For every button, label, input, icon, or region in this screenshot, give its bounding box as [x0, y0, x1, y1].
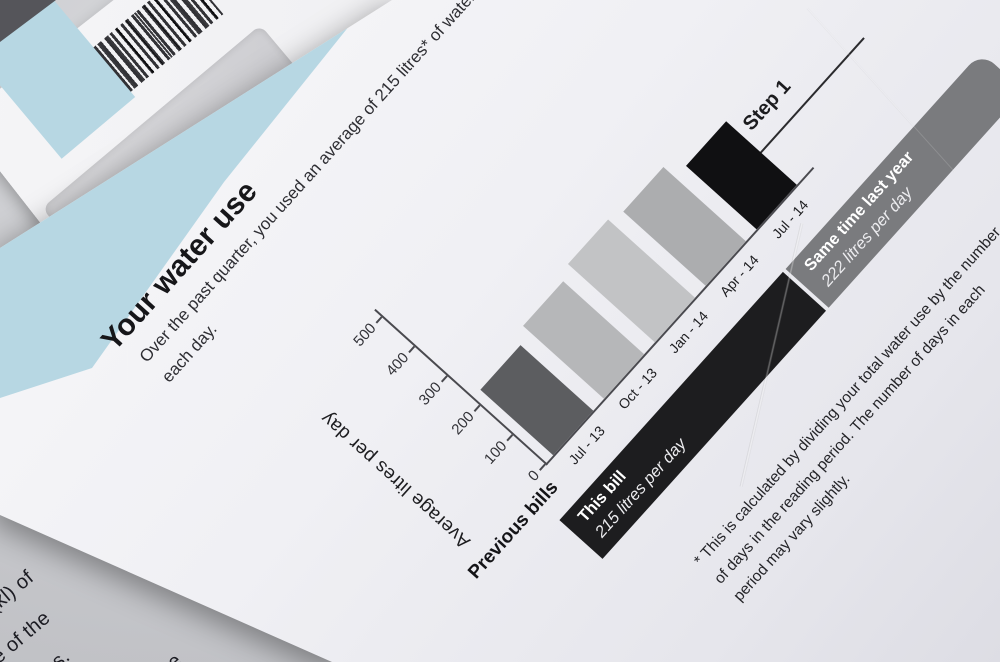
y-tick-label: 100: [480, 437, 511, 468]
y-tick-label: 300: [415, 378, 445, 409]
y-tick-mark: [473, 404, 481, 412]
y-tick-mark: [408, 345, 416, 354]
y-tick-label: 200: [448, 408, 478, 439]
paper-edge-text-fragment: [212, 8, 221, 17]
chart-plot: 0 100 200 300 400 500 Jul - 13 Oct - 13 Jan - 14…: [299, 0, 811, 485]
y-tick-label: 500: [350, 319, 380, 350]
paper-edge-text-fragment: [196, 1, 205, 10]
y-tick-label: 400: [382, 349, 413, 380]
y-tick-mark: [375, 316, 383, 324]
y-axis-label: Average litres per day: [316, 407, 475, 553]
y-tick-mark: [539, 463, 546, 471]
y-tick-mark: [440, 375, 448, 383]
y-tick-mark: [506, 434, 514, 442]
